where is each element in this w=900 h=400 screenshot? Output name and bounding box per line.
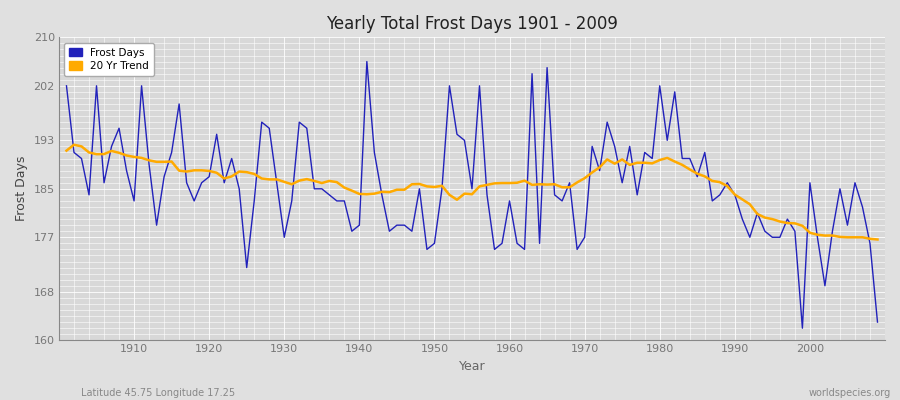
X-axis label: Year: Year [459, 360, 485, 373]
Text: Latitude 45.75 Longitude 17.25: Latitude 45.75 Longitude 17.25 [81, 388, 235, 398]
Legend: Frost Days, 20 Yr Trend: Frost Days, 20 Yr Trend [64, 42, 154, 76]
Title: Yearly Total Frost Days 1901 - 2009: Yearly Total Frost Days 1901 - 2009 [326, 15, 618, 33]
Text: worldspecies.org: worldspecies.org [809, 388, 891, 398]
Y-axis label: Frost Days: Frost Days [15, 156, 28, 222]
